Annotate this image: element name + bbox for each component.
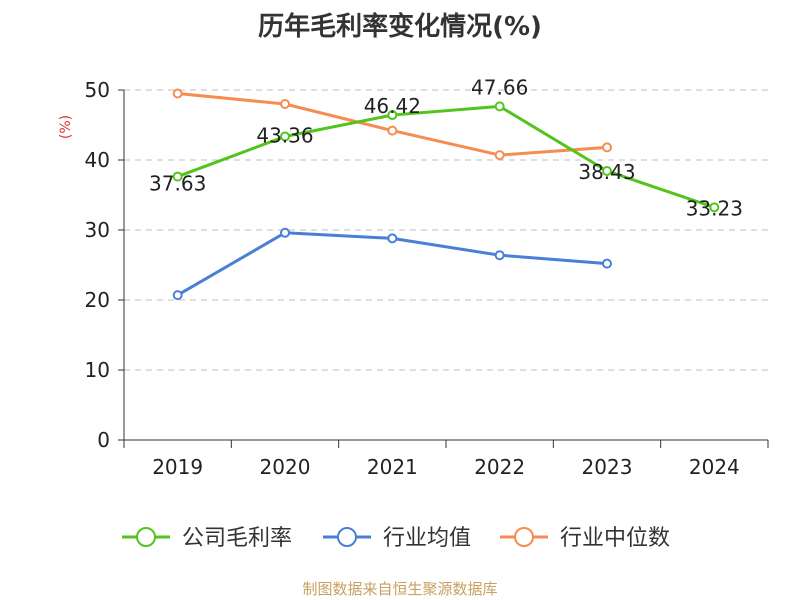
tick-labels: 0 10 20 30 40 50 2019 2020 2021 2022 2023 2024 (%) bbox=[58, 78, 740, 479]
series-points bbox=[172, 88, 720, 301]
legend-item: 行业均值 bbox=[323, 526, 471, 551]
series-line bbox=[177, 104, 715, 209]
legend: 公司毛利率 行业均值 行业中位数 bbox=[122, 526, 670, 551]
x-tick-label: 2023 bbox=[582, 455, 633, 479]
data-label: 46.42 bbox=[364, 94, 421, 118]
legend-item: 行业中位数 bbox=[500, 526, 670, 551]
data-point bbox=[387, 110, 398, 121]
chart-title: 历年毛利率变化情况(%) bbox=[258, 12, 542, 42]
data-point bbox=[602, 258, 612, 269]
y-tick-label: 10 bbox=[85, 358, 110, 382]
grid-lines bbox=[124, 89, 768, 371]
y-tick-label: 30 bbox=[85, 218, 110, 242]
data-point bbox=[494, 101, 505, 112]
data-point bbox=[602, 165, 612, 176]
data-point bbox=[172, 171, 183, 182]
data-label: 38.43 bbox=[578, 160, 635, 184]
data-point bbox=[280, 131, 290, 142]
x-tick-label: 2024 bbox=[689, 455, 740, 479]
x-tick-label: 2022 bbox=[474, 455, 525, 479]
y-tick-label: 40 bbox=[85, 148, 110, 172]
axes bbox=[118, 89, 769, 448]
data-point bbox=[494, 150, 505, 161]
data-labels: 37.63 43.36 46.42 47.66 38.43 33.23 bbox=[149, 75, 743, 220]
y-tick-label: 20 bbox=[85, 288, 110, 312]
data-label: 37.63 bbox=[149, 172, 206, 196]
legend-label: 行业中位数 bbox=[560, 526, 670, 551]
source-footer: 制图数据来自恒生聚源数据库 bbox=[302, 580, 498, 598]
x-tick-label: 2020 bbox=[260, 455, 311, 479]
y-tick-label: 0 bbox=[97, 428, 110, 452]
x-tick-label: 2021 bbox=[367, 455, 418, 479]
legend-label: 行业均值 bbox=[383, 526, 471, 551]
data-point bbox=[172, 88, 183, 99]
data-point bbox=[280, 227, 290, 238]
legend-label: 公司毛利率 bbox=[182, 526, 292, 551]
data-point bbox=[709, 202, 720, 213]
data-label: 33.23 bbox=[686, 196, 743, 220]
legend-swatch-marker bbox=[514, 527, 534, 547]
y-axis-unit: (%) bbox=[58, 115, 74, 139]
data-point bbox=[602, 142, 612, 153]
data-point bbox=[494, 250, 505, 261]
legend-item: 公司毛利率 bbox=[122, 526, 292, 551]
y-tick-label: 50 bbox=[85, 78, 110, 102]
legend-swatch-marker bbox=[136, 527, 156, 547]
data-point bbox=[280, 99, 290, 109]
x-tick-label: 2019 bbox=[152, 455, 203, 479]
data-point bbox=[387, 125, 398, 136]
data-point bbox=[387, 233, 398, 244]
data-point bbox=[172, 290, 183, 301]
data-label: 43.36 bbox=[256, 123, 313, 147]
legend-swatch-marker bbox=[337, 527, 357, 547]
data-label: 47.66 bbox=[471, 75, 528, 99]
